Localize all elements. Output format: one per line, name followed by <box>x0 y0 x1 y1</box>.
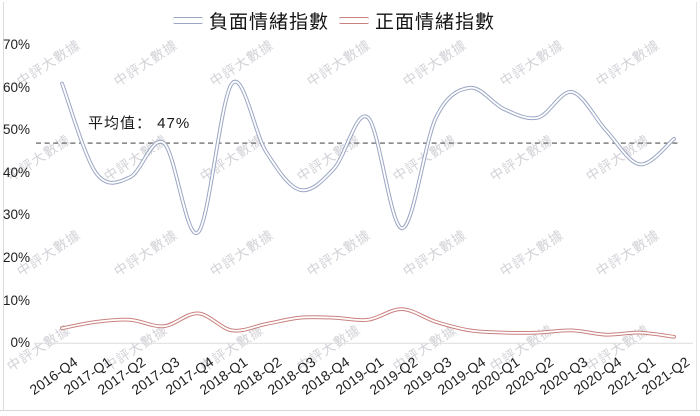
series-line-positive <box>60 307 676 339</box>
y-tick-label: 30% <box>2 207 30 223</box>
negative-line-swatch-icon <box>172 16 203 24</box>
y-tick-label: 10% <box>2 292 30 308</box>
y-tick-label: 70% <box>2 37 30 53</box>
y-tick-label: 0% <box>10 335 30 351</box>
legend-label-positive: 正面情緒指數 <box>375 11 496 33</box>
series-line-negative <box>60 79 676 235</box>
positive-line-swatch-icon <box>339 16 369 24</box>
legend-item-negative-index: 負面情緒指數 <box>172 7 329 34</box>
legend-item-positive-index: 正面情緒指數 <box>339 7 495 34</box>
y-tick-label: 60% <box>2 79 30 95</box>
y-tick-label: 50% <box>2 122 30 138</box>
y-tick-label: 40% <box>2 164 30 180</box>
legend: 負面情緒指數 正面情緒指數 <box>0 6 684 34</box>
average-value-label: 平均值： 47% <box>88 115 191 132</box>
y-tick-label: 20% <box>2 250 30 266</box>
legend-label-negative: 負面情緒指數 <box>208 11 329 33</box>
series-line-core-negative <box>61 80 675 234</box>
series-line-core-positive <box>61 308 675 338</box>
